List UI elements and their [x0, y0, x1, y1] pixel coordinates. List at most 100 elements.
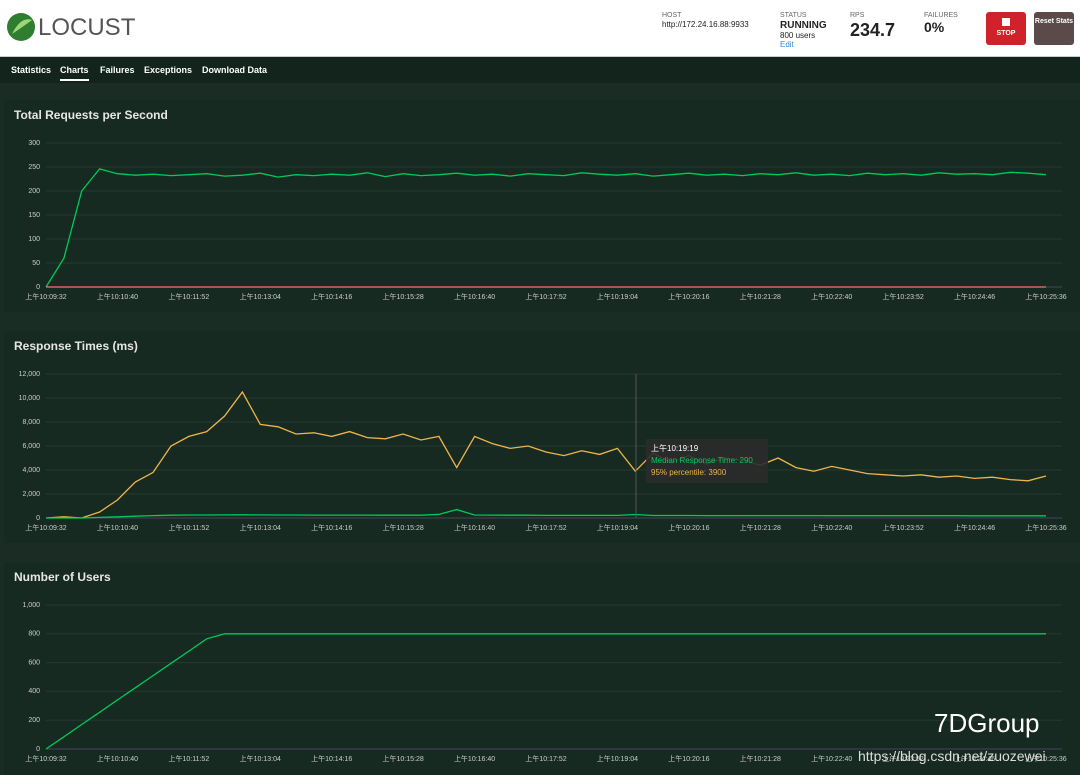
x-tick-label: 上午10:21:28: [740, 292, 781, 301]
x-tick-label: 上午10:22:40: [811, 292, 852, 301]
chart: 0 200 400 600 800 1,000 上午10:09:32 上午10:10:40 上午…: [22, 602, 1066, 763]
tab[interactable]: Failures: [100, 65, 135, 75]
y-tick-label: 50: [32, 260, 40, 267]
x-tick-label: 上午10:21:28: [740, 523, 781, 532]
x-tick-label: 上午10:09:32: [25, 523, 66, 532]
y-tick-label: 2,000: [22, 491, 40, 498]
x-tick-label: 上午10:23:52: [883, 292, 924, 301]
tab[interactable]: Statistics: [11, 65, 52, 75]
x-tick-label: 上午10:20:16: [668, 523, 709, 532]
tab[interactable]: Charts: [60, 65, 89, 81]
x-tick-label: 上午10:17:52: [525, 523, 566, 532]
y-tick-label: 10,000: [19, 395, 41, 402]
tab[interactable]: Download Data: [202, 65, 268, 75]
rps-label: RPS: [850, 12, 865, 19]
y-tick-label: 150: [28, 212, 40, 219]
series-line: [45, 168, 1047, 288]
tab[interactable]: Exceptions: [144, 65, 193, 75]
x-tick-label: 上午10:25:36: [1025, 523, 1066, 532]
y-tick-label: 0: [36, 746, 40, 753]
stop-button[interactable]: STOP: [986, 12, 1026, 45]
y-tick-label: 200: [28, 717, 40, 724]
x-tick-label: 上午10:24:46: [954, 292, 995, 301]
header: LOCUST HOST http://172.24.16.88:9933 STA…: [0, 0, 1080, 57]
x-tick-label: 上午10:22:40: [811, 523, 852, 532]
y-tick-label: 200: [28, 188, 40, 195]
x-tick-label: 上午10:16:40: [454, 292, 495, 301]
chart-title: Number of Users: [14, 570, 111, 584]
series-line: [45, 633, 1046, 750]
x-tick-label: 上午10:22:40: [811, 754, 852, 763]
x-tick-label: 上午10:15:28: [383, 523, 424, 532]
users: 800 users: [780, 31, 816, 40]
logo-icon: [7, 13, 35, 41]
x-tick-label: 上午10:11:52: [168, 754, 209, 763]
x-tick-label: 上午10:09:32: [25, 292, 66, 301]
x-tick-label: 上午10:17:52: [525, 754, 566, 763]
x-tick-label: 上午10:19:04: [597, 292, 638, 301]
chart: 0 50 100 150 200 250 300 上午10:09:32 上午10:10:40 上午…: [25, 140, 1066, 301]
x-tick-label: 上午10:14:16: [311, 523, 352, 532]
x-tick-label: 上午10:15:28: [383, 292, 424, 301]
x-tick-label: 上午10:24:46: [954, 523, 995, 532]
x-tick-label: 上午10:15:28: [383, 754, 424, 763]
y-tick-label: 0: [36, 284, 40, 291]
chart-title: Total Requests per Second: [14, 108, 168, 122]
x-tick-label: 上午10:11:52: [168, 292, 209, 301]
y-tick-label: 8,000: [22, 419, 40, 426]
y-tick-label: 4,000: [22, 467, 40, 474]
x-tick-label: 上午10:10:40: [97, 292, 138, 301]
chart-title: Response Times (ms): [14, 339, 138, 353]
x-tick-label: 上午10:17:52: [525, 292, 566, 301]
x-tick-label: 上午10:13:04: [240, 523, 281, 532]
x-tick-label: 上午10:25:36: [1025, 292, 1066, 301]
y-tick-label: 6,000: [22, 443, 40, 450]
y-tick-label: 1,000: [22, 602, 40, 609]
x-tick-label: 上午10:19:04: [597, 523, 638, 532]
x-tick-label: 上午10:23:52: [883, 754, 924, 763]
failures: 0%: [924, 19, 945, 35]
rps: 234.7: [850, 20, 896, 40]
x-tick-label: 上午10:10:40: [97, 523, 138, 532]
x-tick-label: 上午10:21:28: [740, 754, 781, 763]
x-tick-label: 上午10:19:04: [597, 754, 638, 763]
edit-link[interactable]: Edit: [780, 40, 794, 49]
y-tick-label: 250: [28, 164, 40, 171]
y-tick-label: 100: [28, 236, 40, 243]
status-label: STATUS: [780, 12, 807, 19]
chart-panel: Response Times (ms) 0 2,000 4,000 6,000 8,000…: [4, 331, 1080, 543]
tooltip-time: 上午10:19:19: [651, 443, 699, 453]
y-tick-label: 400: [28, 688, 40, 695]
reset-button[interactable]: Reset Stats: [1034, 12, 1074, 45]
x-tick-label: 上午10:11:52: [168, 523, 209, 532]
x-tick-label: 上午10:13:04: [240, 292, 281, 301]
y-tick-label: 300: [28, 140, 40, 147]
watermark-url: https://blog.csdn.net/zuozewei: [858, 748, 1046, 764]
chart-panel: Number of Users 0 200 400 600 800 1,000 上午10:09…: [4, 562, 1080, 775]
y-tick-label: 600: [28, 659, 40, 666]
watermark-brand: 7DGroup: [934, 708, 1040, 738]
chart-panel: Total Requests per Second 0 50 100 150 200 250…: [4, 100, 1080, 312]
chart: 0 2,000 4,000 6,000 8,000 10,000 12,000 上午10:09…: [19, 371, 1067, 532]
x-tick-label: 上午10:20:16: [668, 754, 709, 763]
host: http://172.24.16.88:9933: [662, 20, 749, 29]
x-tick-label: 上午10:09:32: [25, 754, 66, 763]
x-tick-label: 上午10:24:46: [954, 754, 995, 763]
series-line: [46, 508, 1046, 519]
x-tick-label: 上午10:16:40: [454, 523, 495, 532]
x-tick-label: 上午10:14:16: [311, 292, 352, 301]
tooltip-line: Median Response Time: 290: [651, 456, 753, 465]
logo: LOCUST: [38, 14, 136, 41]
x-tick-label: 上午10:23:52: [883, 523, 924, 532]
host-label: HOST: [662, 12, 682, 19]
x-tick-label: 上午10:20:16: [668, 292, 709, 301]
tooltip-line: 95% percentile: 3900: [651, 468, 727, 477]
status: RUNNING: [780, 20, 827, 31]
y-tick-label: 12,000: [19, 371, 41, 378]
x-tick-label: 上午10:16:40: [454, 754, 495, 763]
x-tick-label: 上午10:14:16: [311, 754, 352, 763]
stop-text: STOP: [996, 30, 1016, 37]
tooltip-box: [646, 439, 768, 483]
x-tick-label: 上午10:25:36: [1025, 754, 1066, 763]
